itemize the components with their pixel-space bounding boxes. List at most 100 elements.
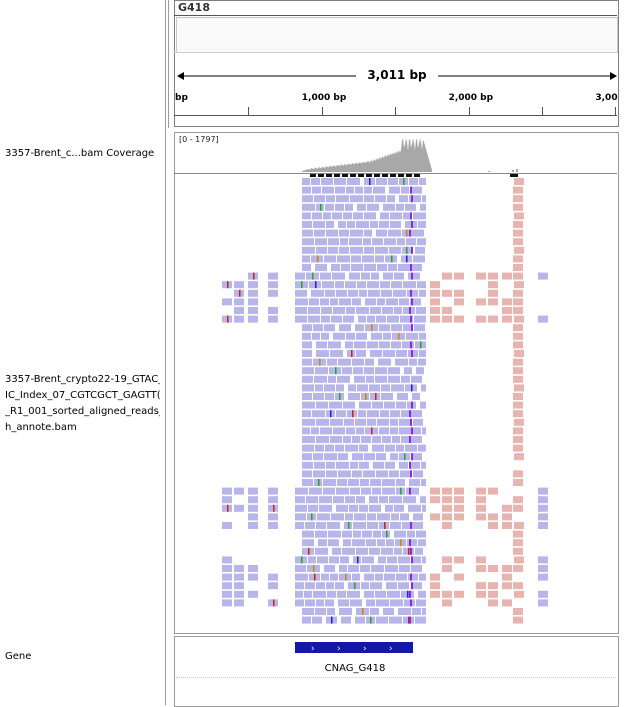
coverage-histogram[interactable]: [174, 133, 618, 173]
read-forward: [352, 298, 361, 306]
read-forward: [345, 513, 353, 521]
read-reverse: [476, 298, 486, 306]
read-forward: [337, 590, 346, 598]
read-forward: [391, 384, 404, 392]
read-reverse: [430, 582, 440, 590]
read-forward: [295, 582, 304, 590]
read-forward: [328, 375, 336, 383]
ruler[interactable]: bp 1,000 bp 2,000 bp 3,00: [0, 0, 640, 125]
read-reverse: [514, 522, 524, 529]
read-reverse: [513, 547, 523, 555]
read-reverse: [514, 315, 524, 323]
read-forward: [370, 608, 379, 615]
read-forward: [354, 375, 365, 383]
read-reverse: [513, 255, 523, 263]
read-forward: [387, 590, 400, 598]
read-forward: [304, 590, 312, 598]
read-forward: [315, 367, 328, 375]
read-forward: [352, 453, 363, 461]
read-forward: [422, 556, 426, 564]
alignment-track-name[interactable]: 3357-Brent_crypto22-19_GTAC_ IC_Index_07_…: [5, 372, 160, 436]
read-forward: [419, 178, 426, 185]
gene-dotted-line: [176, 677, 616, 679]
read-reverse: [513, 565, 523, 572]
read-forward: [361, 487, 371, 495]
read-mismatch: [319, 358, 321, 366]
read-forward: [322, 281, 334, 289]
read-forward: [388, 178, 398, 185]
read-forward: [372, 444, 384, 452]
gene-track-name[interactable]: Gene: [5, 651, 32, 662]
downsample-marker: [414, 174, 420, 177]
read-forward: [268, 272, 278, 280]
read-forward: [405, 203, 416, 211]
read-reverse: [430, 487, 440, 495]
read-reverse: [442, 289, 452, 297]
ruler-tick-label: 1,000 bp: [301, 93, 347, 103]
read-forward: [341, 616, 351, 624]
read-forward: [327, 608, 335, 615]
read-forward: [343, 315, 354, 323]
coverage-track-name[interactable]: 3357-Brent_c...bam Coverage: [5, 148, 155, 159]
read-reverse: [488, 487, 498, 495]
read-reverse: [513, 289, 523, 297]
read-forward: [312, 186, 321, 194]
read-forward: [377, 264, 387, 271]
read-forward: [538, 487, 548, 495]
read-forward: [348, 393, 360, 400]
read-forward: [331, 264, 340, 271]
read-forward: [222, 522, 232, 529]
read-reverse: [442, 590, 452, 598]
read-forward: [302, 212, 311, 220]
chromosome-ideogram[interactable]: [176, 17, 618, 53]
read-insertion: [411, 324, 413, 332]
read-reverse: [513, 393, 523, 400]
read-forward: [331, 513, 344, 521]
read-forward: [234, 298, 244, 306]
read-forward: [302, 453, 312, 461]
read-forward: [323, 479, 336, 486]
read-forward: [268, 582, 278, 590]
read-reverse: [476, 556, 486, 564]
read-reverse: [488, 522, 498, 529]
gene-feature[interactable]: › › › ›: [295, 641, 415, 655]
read-forward: [391, 324, 402, 332]
read-forward: [350, 461, 358, 469]
read-forward: [369, 384, 380, 392]
read-forward: [411, 565, 422, 572]
read-forward: [332, 212, 342, 220]
read-insertion: [410, 186, 412, 194]
read-forward: [345, 281, 356, 289]
read-forward: [351, 255, 361, 263]
read-forward: [388, 367, 400, 375]
read-reverse: [442, 496, 452, 504]
read-forward: [335, 186, 345, 194]
read-forward: [409, 178, 418, 185]
read-forward: [302, 221, 312, 228]
ideogram-top: [174, 15, 617, 16]
read-forward: [538, 573, 548, 581]
read-reverse: [488, 582, 498, 590]
read-forward: [416, 367, 424, 375]
read-forward: [352, 539, 365, 547]
read-forward: [415, 616, 426, 624]
read-forward: [325, 289, 335, 297]
read-forward: [387, 195, 395, 203]
read-forward: [222, 582, 232, 590]
read-forward: [359, 461, 369, 469]
read-forward: [422, 195, 426, 203]
read-forward: [302, 341, 312, 349]
read-forward: [339, 229, 349, 237]
alignment-reads[interactable]: [174, 174, 618, 636]
read-reverse: [488, 513, 498, 521]
read-mismatch: [273, 504, 275, 512]
gene-feature-label: CNAG_G418: [324, 663, 386, 674]
read-mismatch: [301, 556, 303, 564]
read-forward: [396, 401, 406, 409]
read-forward: [326, 221, 334, 228]
read-forward: [316, 582, 325, 590]
read-forward: [420, 496, 426, 504]
read-reverse: [488, 315, 498, 323]
read-insertion: [410, 470, 412, 478]
read-reverse: [454, 513, 464, 521]
